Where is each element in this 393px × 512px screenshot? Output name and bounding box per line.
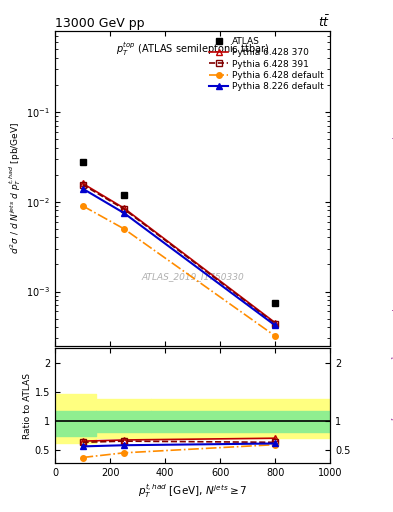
Text: mcplots.cern.ch [arXiv:1306.3436]: mcplots.cern.ch [arXiv:1306.3436] — [391, 297, 393, 419]
Pythia 6.428 370 — [121, 205, 126, 211]
Pythia 6.428 391 — [273, 321, 277, 327]
Line: Pythia 6.428 default: Pythia 6.428 default — [80, 203, 278, 339]
Text: 13000 GeV pp: 13000 GeV pp — [55, 16, 145, 30]
Pythia 6.428 default — [273, 333, 277, 339]
Text: $t\bar{t}$: $t\bar{t}$ — [318, 14, 330, 30]
Pythia 6.428 default — [80, 203, 85, 209]
ATLAS — [273, 300, 277, 306]
Pythia 8.226 default — [121, 210, 126, 216]
Text: ATLAS_2019_I1750330: ATLAS_2019_I1750330 — [141, 272, 244, 281]
Pythia 6.428 370 — [273, 319, 277, 326]
Pythia 6.428 391 — [121, 206, 126, 212]
ATLAS — [121, 191, 126, 198]
Text: $p_T^{top}$ (ATLAS semileptonic ttbar): $p_T^{top}$ (ATLAS semileptonic ttbar) — [116, 40, 269, 58]
Pythia 6.428 default — [121, 226, 126, 232]
Pythia 8.226 default — [273, 322, 277, 328]
Line: Pythia 6.428 391: Pythia 6.428 391 — [80, 182, 278, 326]
Line: ATLAS: ATLAS — [79, 158, 279, 306]
Line: Pythia 8.226 default: Pythia 8.226 default — [79, 185, 279, 329]
Pythia 6.428 391 — [80, 182, 85, 188]
Y-axis label: $d^2\sigma$ / $d$ $N^{jets}$ $d$ $p_T^{t,had}$ [pb/GeV]: $d^2\sigma$ / $d$ $N^{jets}$ $d$ $p_T^{t… — [8, 122, 24, 254]
X-axis label: $p_T^{t,had}$ [GeV], $N^{jets} \geq 7$: $p_T^{t,had}$ [GeV], $N^{jets} \geq 7$ — [138, 482, 247, 500]
Line: Pythia 6.428 370: Pythia 6.428 370 — [79, 180, 279, 326]
Y-axis label: Ratio to ATLAS: Ratio to ATLAS — [23, 373, 32, 439]
Legend: ATLAS, Pythia 6.428 370, Pythia 6.428 391, Pythia 6.428 default, Pythia 8.226 de: ATLAS, Pythia 6.428 370, Pythia 6.428 39… — [207, 35, 326, 93]
Text: Rivet 3.1.10, ≥ 300k events: Rivet 3.1.10, ≥ 300k events — [391, 94, 393, 193]
ATLAS — [80, 158, 85, 164]
Pythia 8.226 default — [80, 185, 85, 191]
Pythia 6.428 370 — [80, 180, 85, 186]
